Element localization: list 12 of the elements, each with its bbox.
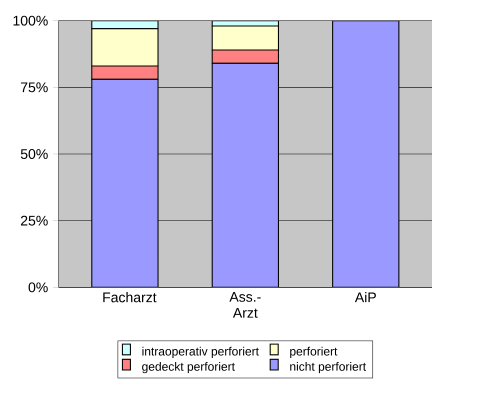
y-tick-label: 50%: [20, 149, 48, 159]
legend-label: perforiert: [290, 346, 338, 358]
legend-label: nicht perforiert: [290, 362, 366, 374]
x-tick-label: Ass.-Arzt: [229, 292, 261, 318]
y-tick-label: 75%: [20, 82, 48, 92]
y-tick-label: 100%: [14, 16, 48, 26]
y-tick-label: 25%: [20, 216, 48, 226]
legend-label: intraoperativ perforiert: [142, 346, 259, 358]
x-tick-label: AiP: [354, 292, 376, 302]
legend-label: gedeckt perforiert: [142, 362, 235, 374]
y-tick-label: 0%: [28, 282, 48, 292]
x-tick-label: Facharzt: [103, 292, 156, 302]
